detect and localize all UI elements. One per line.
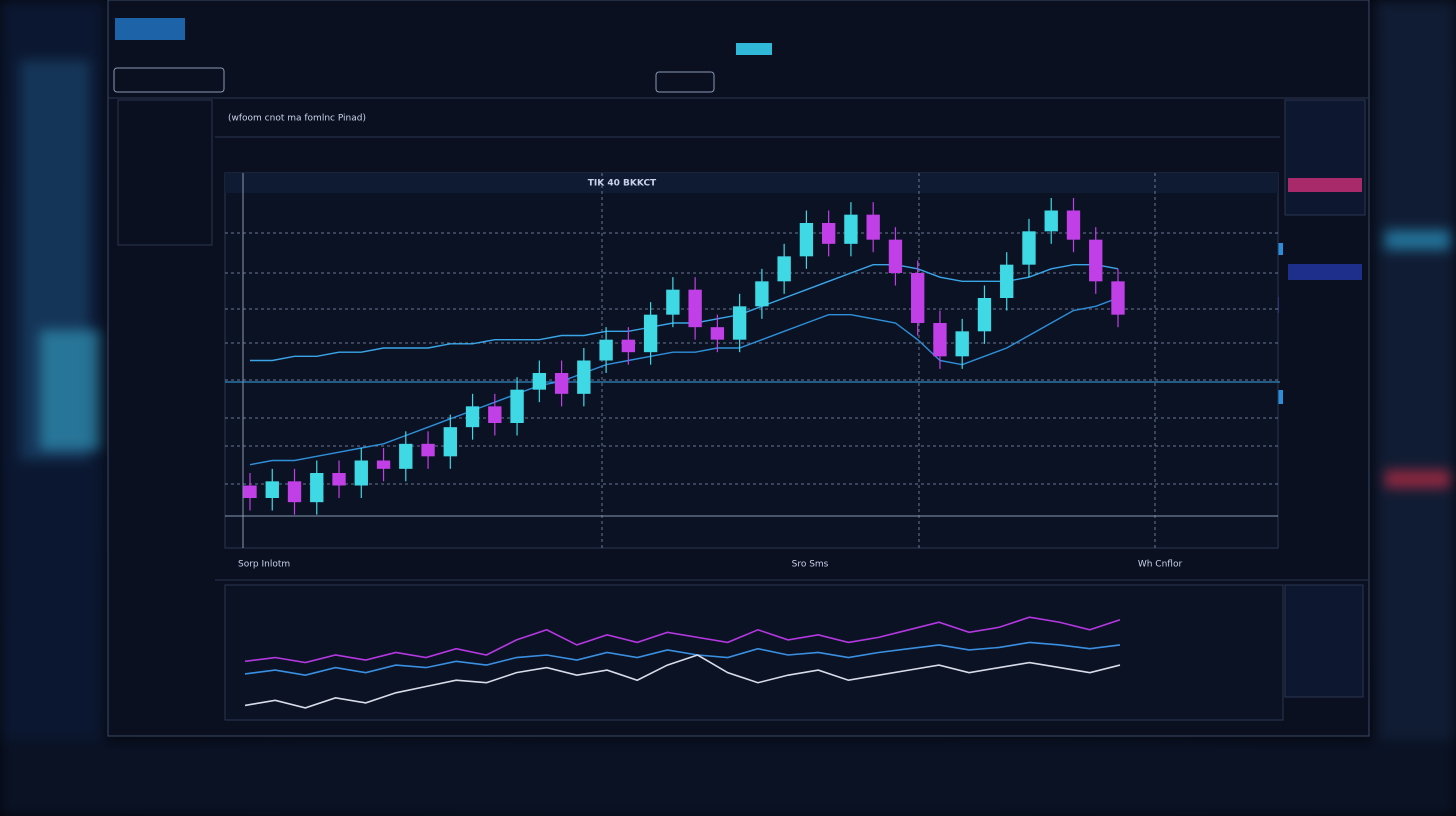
- right-red: [1385, 470, 1450, 488]
- candle-body: [710, 327, 725, 340]
- chart-heading: (wfoom cnot ma fomlnc Pinad): [228, 114, 366, 124]
- candle-body: [688, 289, 702, 328]
- candle-body: [955, 331, 969, 357]
- plot-header: [225, 173, 1278, 193]
- candle-body: [1022, 231, 1036, 265]
- button[interactable]: [655, 71, 715, 93]
- candle-body: [310, 473, 324, 503]
- right-highlight: [1288, 178, 1362, 192]
- candle-body: [532, 373, 547, 390]
- left-glow: [20, 60, 90, 460]
- right-highlight: [1288, 264, 1362, 280]
- candle-body: [799, 223, 814, 257]
- candle-body: [287, 481, 302, 503]
- badge: [736, 43, 772, 55]
- search-box[interactable]: [113, 67, 225, 93]
- right-cyan: [1385, 230, 1450, 250]
- candle-body: [1089, 239, 1103, 282]
- plot: [243, 198, 1125, 709]
- candle-body: [354, 460, 368, 486]
- section-label: Wh Cnflor: [1138, 560, 1183, 570]
- candle-body: [666, 289, 680, 315]
- candle-body: [866, 214, 880, 240]
- candle-body: [821, 223, 836, 244]
- right-box: [1284, 99, 1366, 216]
- plot-frame: [224, 172, 1279, 549]
- candle-body: [421, 443, 435, 457]
- right-backdrop: [1375, 0, 1456, 816]
- candle-body: [933, 323, 947, 357]
- candle-body: [399, 443, 413, 469]
- left-cyan: [40, 330, 100, 450]
- sidebar-box: [117, 99, 213, 246]
- candle-body: [1044, 210, 1058, 232]
- candle-body: [243, 485, 257, 498]
- candle-body: [844, 214, 858, 244]
- candle-body: [888, 239, 903, 273]
- candle-body: [488, 406, 502, 423]
- candle-body: [977, 298, 992, 332]
- candle-body: [599, 339, 613, 361]
- candle-body: [577, 360, 591, 394]
- series-line: [244, 616, 1121, 664]
- section-label: Sorp Inlotm: [238, 560, 290, 570]
- ticker: TIK 40 BKKCT: [588, 179, 657, 189]
- candle-body: [554, 373, 569, 394]
- candle-body: [1066, 210, 1081, 240]
- candle-body: [777, 256, 791, 282]
- moving-average: [249, 297, 1119, 466]
- candle-body: [265, 481, 279, 498]
- candle-body: [443, 427, 457, 457]
- candle-body: [755, 281, 769, 307]
- candle-body: [332, 473, 346, 486]
- candle-body: [911, 273, 925, 323]
- series-line: [244, 641, 1121, 676]
- candle-body: [510, 389, 524, 423]
- candle-body: [376, 460, 391, 469]
- candle-body: [643, 314, 658, 353]
- candle-body: [621, 339, 636, 353]
- moving-average: [250, 263, 1119, 362]
- bottom-backdrop: [0, 740, 1456, 816]
- series-line: [244, 654, 1121, 709]
- lower-right-box: [1284, 584, 1364, 698]
- section-label: Sro Sms: [792, 560, 829, 570]
- candle-body: [1111, 281, 1125, 315]
- lower-frame: [224, 584, 1284, 721]
- candle-body: [1000, 264, 1014, 298]
- candle-body: [465, 406, 480, 428]
- active-tab[interactable]: [115, 18, 185, 40]
- candle-body: [732, 306, 747, 340]
